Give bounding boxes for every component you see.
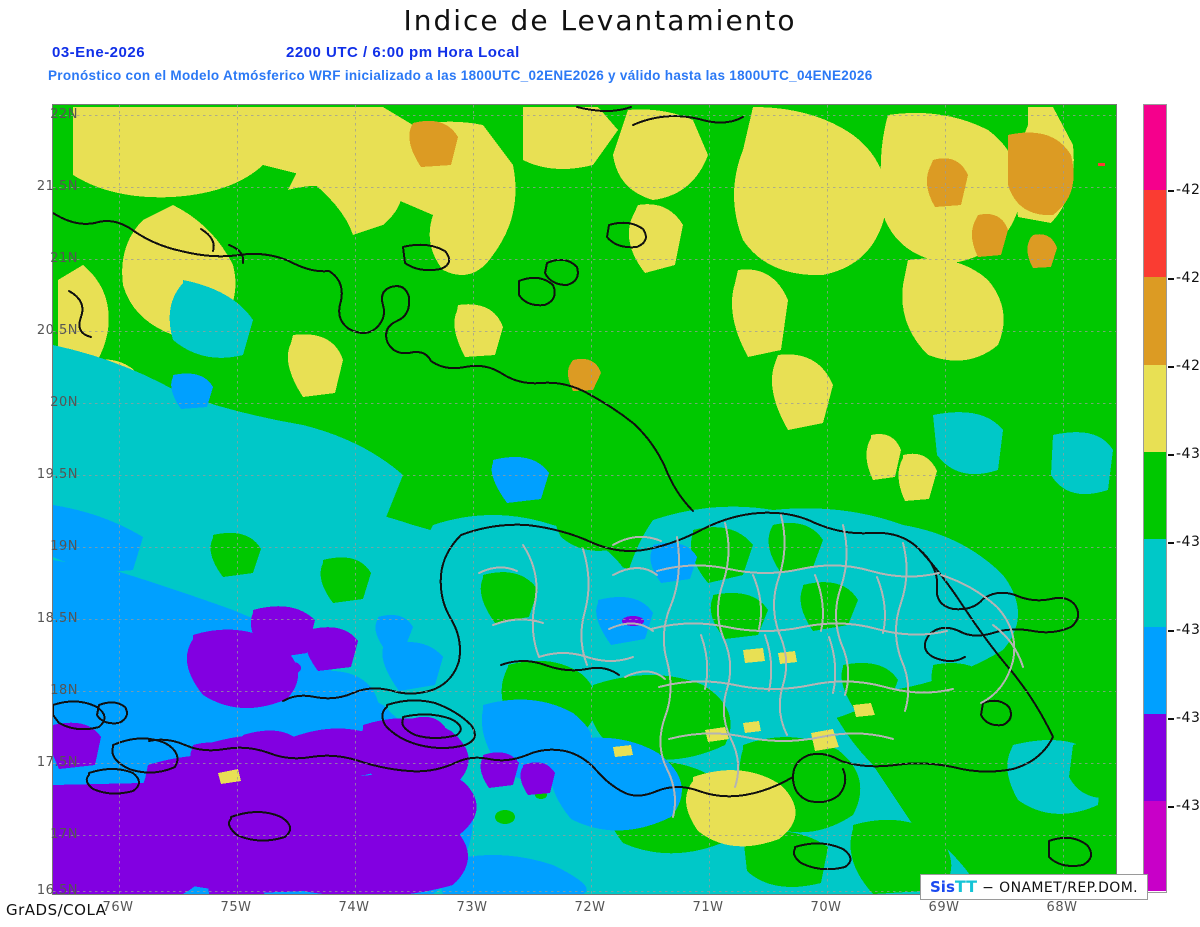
y-axis-tick-22n: 22N (50, 107, 78, 122)
colorbar-tick (1168, 542, 1174, 544)
lifted-index-map[interactable] (52, 104, 1117, 895)
colorbar-label-43-4: -43.4 (1176, 798, 1200, 814)
colorbar-band-4 (1144, 452, 1166, 540)
colorbar-tick (1168, 630, 1174, 632)
onamet-logo: SisTT − ONAMET/REP.DOM. (920, 874, 1149, 900)
x-axis-tick-76w: 76W (102, 900, 134, 915)
y-axis-tick-17n: 17N (50, 827, 78, 842)
x-axis-tick-68w: 68W (1046, 900, 1078, 915)
colorbar-tick (1168, 454, 1174, 456)
y-axis-tick-20n: 20N (50, 395, 78, 410)
logo-sis-text: Sis (930, 878, 955, 896)
y-axis-tick-19n: 19N (50, 539, 78, 554)
forecast-date: 03-Ene-2026 (52, 44, 146, 61)
colorbar-label-43-1: -43.1 (1176, 534, 1200, 550)
colorbar-tick (1168, 366, 1174, 368)
model-description: Pronóstico con el Modelo Atmósferico WRF… (48, 68, 873, 83)
colorbar-band-3 (1144, 364, 1166, 453)
x-axis-tick-69w: 69W (928, 900, 960, 915)
x-axis-tick-72w: 72W (574, 900, 606, 915)
y-axis-tick-21n: 21N (50, 251, 78, 266)
colorbar-band-0 (1144, 105, 1166, 190)
x-axis-tick-71w: 71W (692, 900, 724, 915)
colorbar-tick (1168, 806, 1174, 808)
logo-org-text: − ONAMET/REP.DOM. (982, 880, 1139, 896)
x-axis-tick-74w: 74W (338, 900, 370, 915)
y-axis-tick-18p5n: 18.5N (36, 611, 78, 626)
logo-tt-text: TT (954, 877, 978, 896)
x-axis-tick-73w: 73W (456, 900, 488, 915)
colorbar-label-43: -43 (1176, 446, 1200, 462)
colorbar-label-42-7: -42.7 (1176, 182, 1200, 198)
page-title: Indice de Levantamiento (403, 4, 797, 37)
y-axis-tick-19p5n: 19.5N (36, 467, 78, 482)
x-axis-tick-70w: 70W (810, 900, 842, 915)
colorbar-tick (1168, 718, 1174, 720)
y-axis-tick-21p5n: 21.5N (36, 179, 78, 194)
y-axis-tick-20p5n: 20.5N (36, 323, 78, 338)
colorbar-band-5 (1144, 539, 1166, 627)
forecast-time: 2200 UTC / 6:00 pm Hora Local (286, 44, 520, 61)
colorbar-label-43-3: -43.3 (1176, 710, 1200, 726)
colorbar-label-43-2: -43.2 (1176, 622, 1200, 638)
colorbar-band-2 (1144, 277, 1166, 365)
colorbar-band-1 (1144, 189, 1166, 278)
colorbar-tick (1168, 278, 1174, 280)
y-axis-tick-16p5n: 16.5N (36, 883, 78, 898)
contour-field (53, 105, 1116, 894)
colorbar-band-8 (1144, 801, 1166, 892)
colorbar-label-42-9: -42.9 (1176, 358, 1200, 374)
colorbar-tick (1168, 190, 1174, 192)
grads-credit: GrADS/COLA (6, 901, 107, 919)
y-axis-tick-17p5n: 17.5N (36, 755, 78, 770)
colorbar-band-7 (1144, 714, 1166, 802)
x-axis-tick-75w: 75W (220, 900, 252, 915)
colorbar-label-42-8: -42.8 (1176, 270, 1200, 286)
y-axis-tick-18n: 18N (50, 683, 78, 698)
colorbar-legend (1143, 104, 1167, 893)
colorbar-band-6 (1144, 626, 1166, 715)
